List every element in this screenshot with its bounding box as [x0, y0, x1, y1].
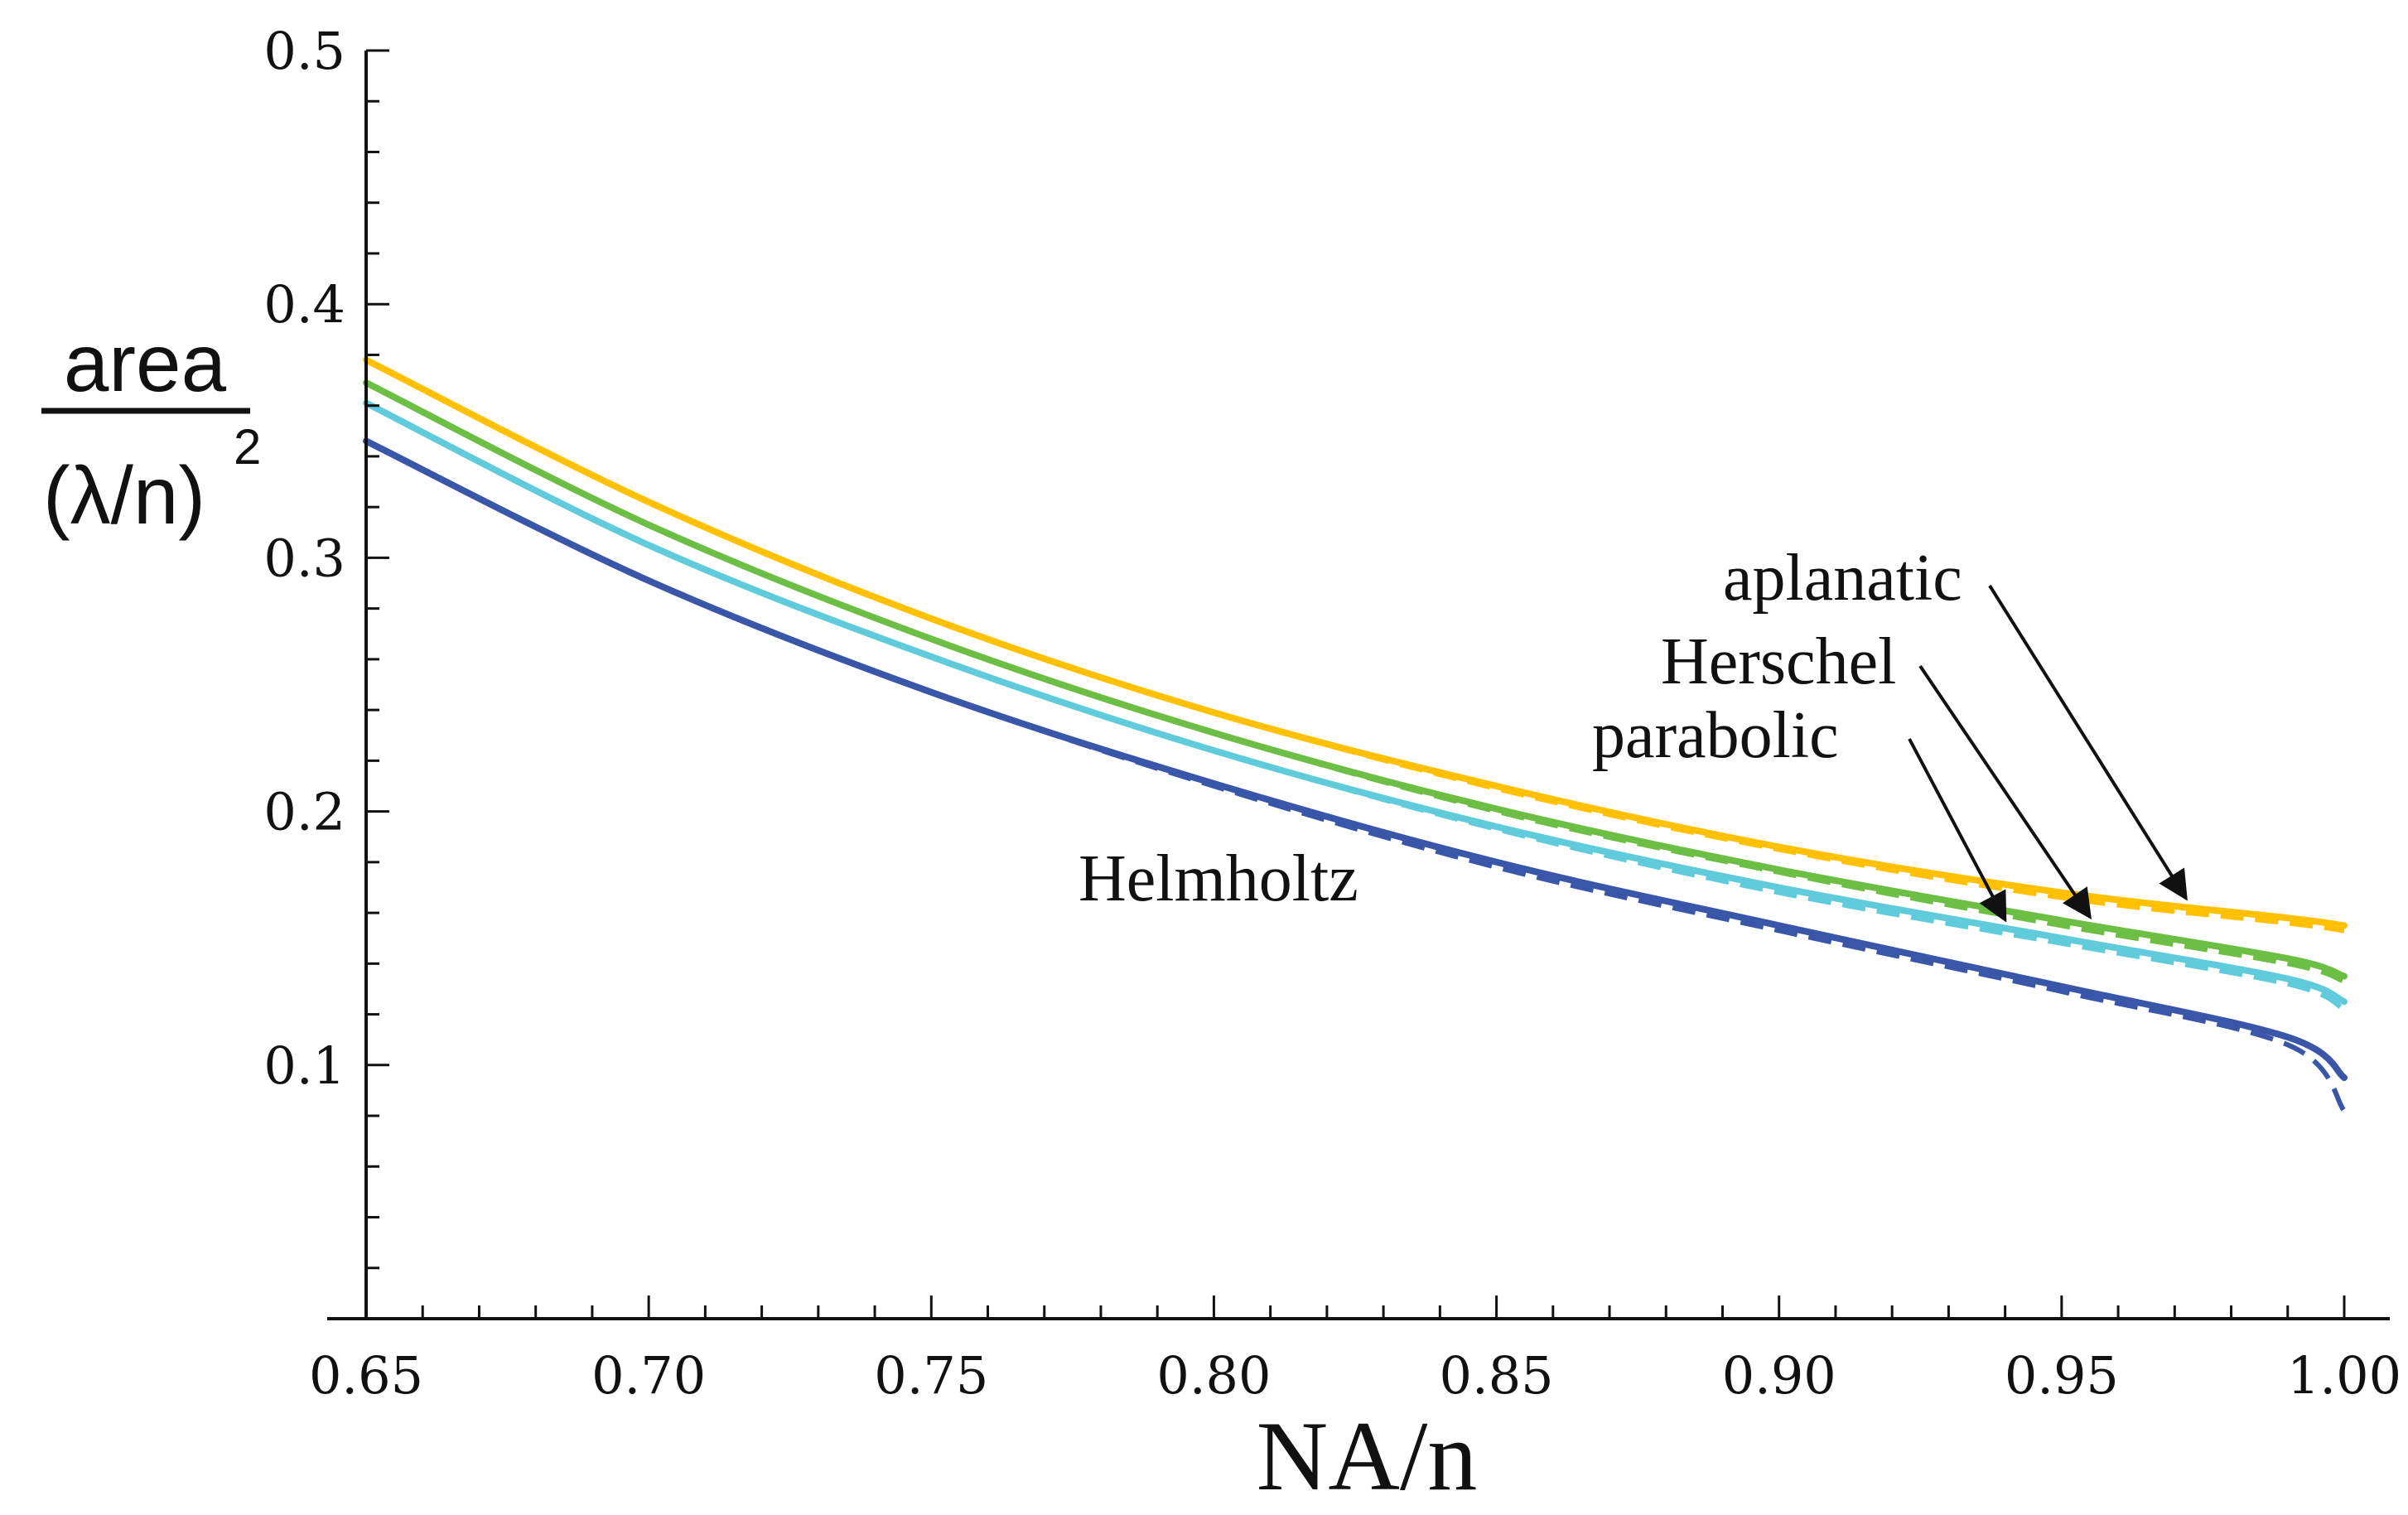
- x-tick-label: 0.95: [2005, 1345, 2119, 1406]
- series-herschel-line: [363, 379, 2348, 980]
- y-axis-label: area (λ/n) 2: [41, 317, 261, 541]
- y-tick-label: 0.1: [263, 1035, 345, 1096]
- ticks: [364, 49, 2346, 1320]
- x-tick-label: 1.00: [2287, 1345, 2401, 1406]
- annotation-aplanatic-arrow: [1988, 584, 2188, 901]
- x-tick-label: 0.70: [591, 1345, 706, 1406]
- series-parabolic-line: [363, 399, 2348, 1006]
- y-tick-label: 0.5: [263, 21, 345, 81]
- series-helmholtz-line: [363, 437, 2348, 1082]
- x-tick-label: 0.80: [1156, 1345, 1271, 1406]
- y-axis-label-denominator: (λ/n): [43, 450, 205, 541]
- series-aplanatic-line: [363, 356, 2348, 929]
- x-tick-label: 0.85: [1440, 1345, 1554, 1406]
- x-tick-label: 0.65: [309, 1345, 423, 1406]
- annotation-aplanatic-label: aplanatic: [1723, 542, 1962, 615]
- y-tick-label: 0.4: [263, 274, 345, 335]
- annotation-herschel-label: Herschel: [1661, 625, 1896, 698]
- x-tick-label: 0.75: [874, 1345, 988, 1406]
- x-tick-label: 0.90: [1722, 1345, 1836, 1406]
- axes: [327, 51, 2390, 1320]
- annotation-herschel-arrow: [1918, 664, 2092, 919]
- tick-labels: 0.65 0.70 0.75 0.80 0.85 0.90 0.95 1.00 0.1 0.2 0.…: [263, 21, 2401, 1406]
- y-tick-label: 0.2: [263, 782, 345, 842]
- y-axis-label-exponent: 2: [234, 419, 261, 475]
- annotation-parabolic-label: parabolic: [1592, 699, 1839, 772]
- y-axis-label-numerator: area: [64, 317, 227, 408]
- y-tick-label: 0.3: [263, 528, 345, 588]
- annotation-helmholtz-label: Helmholtz: [1079, 842, 1358, 915]
- x-axis-label: NA/n: [1257, 1401, 1478, 1511]
- annotation-parabolic-arrow: [1908, 738, 2007, 923]
- series-layer: [363, 356, 2348, 1112]
